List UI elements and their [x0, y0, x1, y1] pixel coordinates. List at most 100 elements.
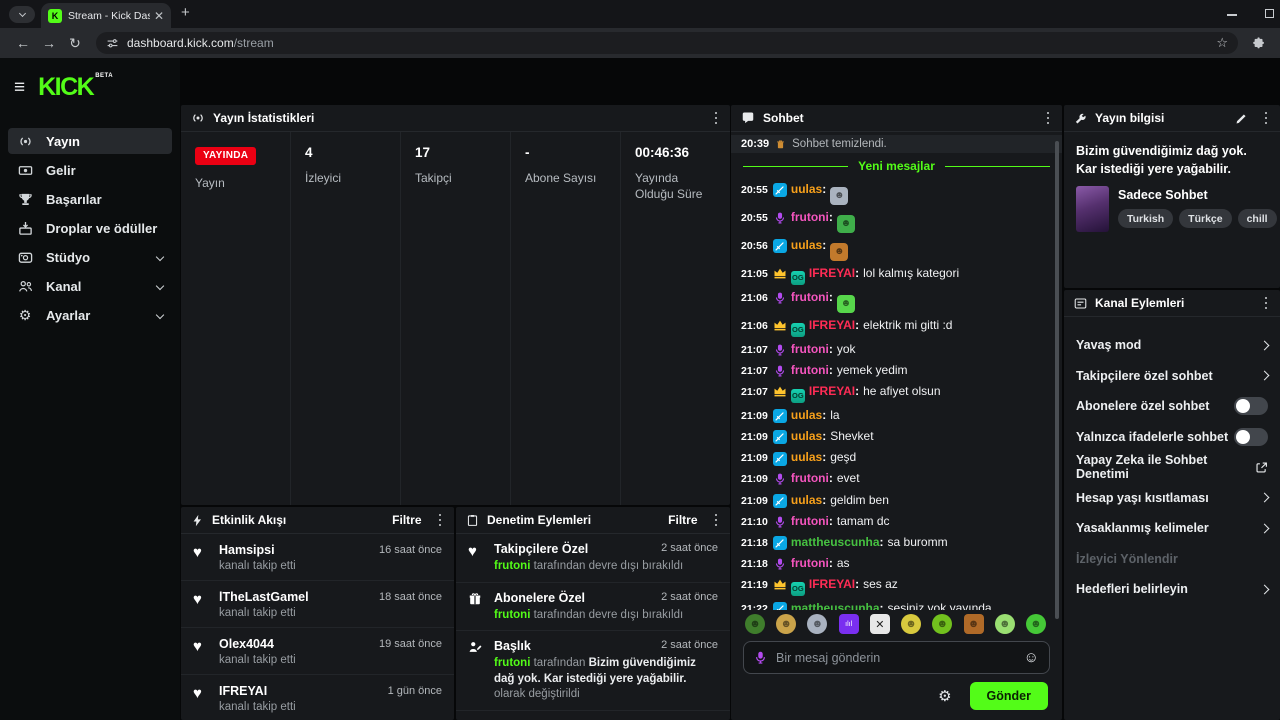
angry-box-emote[interactable]: ☻	[963, 614, 984, 634]
extensions-icon[interactable]	[1252, 36, 1266, 50]
moderation-detail: frutoni tarafından devre dışı bırakıldı	[494, 560, 684, 572]
sidebar-item-gelir[interactable]: Gelir	[8, 157, 172, 183]
chat-settings-gear-icon[interactable]: ⚙	[938, 688, 952, 705]
channel-action-label: Hedefleri belirleyin	[1076, 582, 1188, 597]
category-name[interactable]: Sadece Sohbet	[1118, 188, 1208, 202]
forward-icon[interactable]: →	[42, 35, 56, 51]
chat-message[interactable]: 21:07 frutoni: yok	[741, 341, 856, 356]
channel-action-row[interactable]: Takipçilere özel sohbet	[1064, 361, 1280, 392]
duck-emote[interactable]: ☻	[901, 614, 922, 634]
channel-action-row[interactable]: Yalnızca ifadelerle sohbet	[1064, 422, 1280, 453]
chat-message[interactable]: 21:09 uulas: geşd	[741, 450, 857, 466]
sidebar-item-ayarlar[interactable]: ⚙ Ayarlar	[8, 302, 172, 328]
clap-hands-emote[interactable]: ☻	[776, 614, 797, 634]
sidebar-item-yayin[interactable]: Yayın	[8, 128, 172, 154]
reload-icon[interactable]: ↻	[69, 34, 81, 51]
chat-message[interactable]: 21:07 OG IFREYAI: he afiyet olsun	[741, 382, 1046, 406]
chat-message-input[interactable]	[776, 650, 1015, 665]
emote-picker-icon[interactable]: ☺	[1023, 649, 1039, 666]
kebab-menu-icon[interactable]	[1262, 110, 1271, 127]
back-icon[interactable]: ←	[16, 35, 30, 51]
channel-action-row[interactable]: Yasaklanmış kelimeler	[1064, 513, 1280, 544]
kebab-menu-icon[interactable]	[436, 512, 445, 529]
chat-message[interactable]: 21:06 OG IFREYAI: elektrik mi gitti :d	[741, 315, 1046, 339]
channel-action-label: İzleyici Yönlendir	[1076, 551, 1178, 566]
moderation-item[interactable]: Abonelere Özel 2 saat önce frutoni tarafın…	[456, 583, 730, 632]
bookmark-star-icon[interactable]: ☆	[1216, 35, 1228, 50]
moderation-action-title: Takipçilere Özel	[494, 542, 589, 556]
toggle-switch[interactable]	[1234, 427, 1268, 446]
toggle-knob	[1236, 429, 1250, 444]
chat-message[interactable]: 20:55 frutoni: ☻	[741, 207, 1046, 235]
kebab-menu-icon[interactable]	[712, 512, 721, 529]
sidebar-item-label: Gelir	[46, 162, 76, 178]
send-button[interactable]: Gönder	[969, 682, 1048, 710]
chat-panel: Sohbet 20:39 Sohbet temizlendi. Yeni mes…	[731, 105, 1062, 720]
chat-scrollbar[interactable]	[1055, 141, 1059, 619]
chat-message[interactable]: 21:05 OG IFREYAI: lol kalmış kategori	[741, 264, 1046, 288]
chat-message[interactable]: 21:07 frutoni: yemek yedim	[741, 362, 908, 377]
filter-button[interactable]: Filtre	[668, 513, 698, 527]
activity-item[interactable]: ♥ IFREYAI kanalı takip etti 1 gün önce	[181, 675, 454, 720]
edit-pencil-icon[interactable]	[1235, 112, 1248, 125]
sidebar-item-basarilar[interactable]: Başarılar	[8, 186, 172, 212]
channel-action-row[interactable]: Hesap yaşı kısıtlaması	[1064, 483, 1280, 514]
chat-message[interactable]: 21:18 mattheuscunha: sa buromm	[741, 534, 948, 551]
kebab-menu-icon[interactable]	[1044, 110, 1053, 127]
kebab-menu-icon[interactable]	[1262, 295, 1271, 312]
minimize-icon[interactable]	[1227, 14, 1237, 16]
rabbit-emote[interactable]: ☻	[807, 614, 828, 634]
category-thumbnail[interactable]	[1076, 186, 1109, 232]
activity-item[interactable]: ♥ lTheLastGamel kanalı takip etti 18 saat ö…	[181, 581, 454, 628]
smiley-emote[interactable]: ☻	[1025, 614, 1046, 634]
kebab-menu-icon[interactable]	[712, 110, 721, 127]
chat-message[interactable]: 20:56 uulas: ☻	[741, 235, 1046, 263]
chat-input-box[interactable]: ☺	[743, 641, 1050, 674]
tab-close-icon[interactable]: ✕	[153, 8, 164, 23]
chat-message[interactable]: 21:09 frutoni: evet	[741, 471, 860, 486]
chat-message[interactable]: 21:22 mattheuscunha: sesiniz yok yayında	[741, 598, 1046, 610]
channel-action-row[interactable]: Hedefleri belirleyin	[1064, 574, 1280, 605]
tab-search-button[interactable]	[9, 6, 35, 23]
stream-tag[interactable]: chill	[1237, 209, 1277, 228]
halo-face-emote[interactable]: ☻	[932, 614, 953, 634]
hamburger-menu-icon[interactable]: ≡	[14, 76, 26, 98]
kick-logo: KICK BETA	[38, 73, 114, 101]
message-time: 20:55	[741, 183, 768, 196]
stream-tag[interactable]: Türkçe	[1179, 209, 1232, 228]
channel-action-row[interactable]: Yavaş mod	[1064, 330, 1280, 361]
chat-message[interactable]: 20:55 uulas: ☻	[741, 179, 1046, 207]
moderation-item[interactable]: Başlık 2 saat önce frutoni tarafından Bizi…	[456, 631, 730, 711]
muted-speaker-emote[interactable]: ✕	[869, 614, 890, 634]
equalizer-emote[interactable]: ılıl	[838, 614, 859, 634]
chat-username: uulas	[790, 428, 823, 443]
activity-item[interactable]: ♥ Olex4044 kanalı takip etti 19 saat önce	[181, 628, 454, 675]
chat-message[interactable]: 21:09 uulas: Shevket	[741, 428, 874, 445]
chat-message[interactable]: 21:10 frutoni: tamam dc	[741, 513, 890, 528]
stream-tag[interactable]: Turkish	[1118, 209, 1174, 228]
alien-emote[interactable]: ☻	[994, 614, 1015, 634]
toggle-switch[interactable]	[1234, 397, 1268, 416]
address-bar[interactable]: dashboard.kick.com/stream ☆	[96, 32, 1238, 54]
channel-action-row[interactable]: Abonelere özel sohbet	[1064, 391, 1280, 422]
new-tab-button[interactable]: +	[181, 4, 190, 21]
sidebar-item-droplar[interactable]: Droplar ve ödüller	[8, 215, 172, 241]
tune-icon[interactable]	[106, 37, 119, 50]
activity-item[interactable]: ♥ Hamsipsi kanalı takip etti 16 saat önce	[181, 534, 454, 581]
chat-message[interactable]: 21:06 frutoni: ☻	[741, 287, 1046, 315]
browser-tab[interactable]: K Stream - Kick Dashboard ✕	[41, 3, 171, 28]
chat-message[interactable]: 21:09 uulas: geldim ben	[741, 492, 889, 509]
panel-title: Denetim Eylemleri	[487, 513, 592, 527]
maximize-icon[interactable]	[1265, 9, 1274, 18]
heart-icon: ♥	[193, 591, 202, 608]
pepe-emote[interactable]: ☻	[745, 614, 765, 634]
chat-message[interactable]: 21:09 uulas: la	[741, 407, 840, 424]
moderation-item[interactable]: ♥ Takipçilere Özel 2 saat önce frutoni tara…	[456, 534, 730, 583]
channel-action-row[interactable]: Yapay Zeka ile Sohbet Denetimi	[1064, 452, 1280, 483]
sidebar-item-studyo[interactable]: Stüdyo	[8, 244, 172, 270]
chat-message[interactable]: 21:19 OG IFREYAI: ses az	[741, 575, 1046, 599]
sidebar-item-kanal[interactable]: Kanal	[8, 273, 172, 299]
filter-button[interactable]: Filtre	[392, 513, 422, 527]
chat-message[interactable]: 21:18 frutoni: as	[741, 556, 850, 571]
